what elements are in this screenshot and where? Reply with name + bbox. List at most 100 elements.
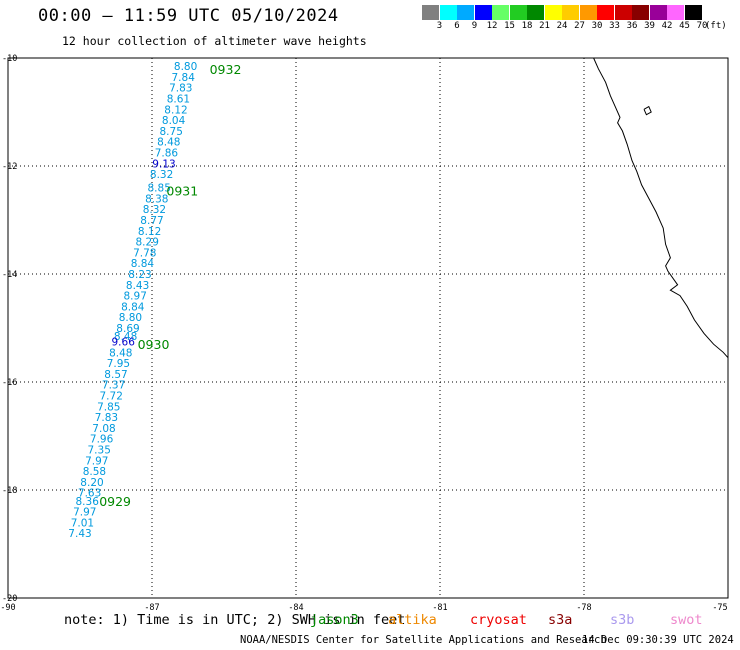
lon-tick-label: -81 [432,603,447,613]
legend-label: 6 [454,21,460,31]
satellite-name: jason3 [310,612,359,628]
wave-height-value: 8.48 [114,331,137,343]
legend-swatch [579,5,597,20]
wave-height-value: 7.84 [172,72,196,84]
satellite-name: s3a [548,612,573,628]
legend-swatch [684,5,702,20]
lon-tick-label: -87 [144,603,159,613]
satellite-name: swot [670,612,703,628]
wave-height-value: 7.78 [133,247,156,259]
wave-height-value: 9.13 [152,158,175,170]
legend-label: 45 [679,21,690,31]
legend-swatch [667,5,684,20]
wave-height-value: 8.57 [104,369,127,381]
legend-label: 33 [609,21,620,31]
wave-height-value: 8.48 [157,137,180,149]
lon-tick-label: -84 [288,603,303,613]
wave-height-value: 7.86 [155,148,179,160]
wave-height-value: 7.63 [78,488,101,500]
lat-tick-label: -20 [2,594,17,604]
map-title: 00:00 – 11:59 UTC 05/10/2024 [38,6,339,26]
wave-height-value: 7.08 [92,423,115,435]
wave-height-value: 8.80 [174,61,197,73]
credit-line: NOAA/NESDIS Center for Satellite Applica… [240,634,607,646]
wave-height-value: 7.83 [95,412,118,424]
wave-height-value: 7.72 [100,391,123,403]
legend-label: 36 [626,21,638,31]
wave-height-value: 8.84 [131,258,155,270]
legend-label: 9 [471,21,478,31]
legend-swatch [474,5,492,20]
lat-tick-label: -18 [2,486,17,496]
wave-height-value: 8.04 [162,115,186,127]
legend-label: 21 [539,21,550,31]
wave-height-value: 8.75 [160,126,183,138]
legend-label: 24 [556,21,568,31]
wave-height-value: 8.29 [136,237,159,249]
wave-height-value: 8.23 [128,269,151,281]
generated-timestamp: 14 Dec 09:30:39 UTC 2024 [582,634,734,646]
wave-height-value: 8.80 [119,312,142,324]
satellite-name: altika [388,612,437,628]
coastline [593,57,729,359]
pass-time-label: 0931 [166,183,198,198]
legend-label: 39 [644,21,655,31]
wave-height-value: 8.77 [140,215,163,227]
legend-label: 3 [436,21,443,31]
lon-tick-label: -78 [576,603,591,613]
satellite-name: cryosat [470,612,527,628]
legend-swatch [457,5,474,20]
wave-height-value: 8.32 [143,204,166,216]
legend-swatch [614,5,632,20]
wave-height-value: 7.97 [85,455,108,467]
legend-swatch [509,5,527,20]
wave-height-value: 8.32 [150,169,173,181]
wave-height-value: 7.97 [73,507,96,519]
legend-label: 30 [591,21,603,31]
wave-height-value: 7.01 [71,517,94,529]
legend-label: 12 [486,21,498,31]
wave-height-value: 8.61 [167,94,190,106]
legend-unit: (ft) [705,21,727,31]
legend-label: 18 [521,21,533,31]
wave-height-value: 7.83 [169,83,192,95]
wave-height-value: 7.37 [102,380,125,392]
wave-height-value: 9.66 [112,337,136,349]
legend-label: 70 [696,21,708,31]
legend-swatch [597,5,614,20]
satellite-name: s3b [610,612,635,628]
wave-height-value: 8.97 [124,291,147,303]
lat-tick-label: -12 [2,162,17,172]
legend-swatch [422,5,439,20]
wave-height-value: 8.12 [164,104,187,116]
wave-height-value: 8.12 [138,226,161,238]
legend-label: 27 [574,21,585,31]
wave-height-value: 8.43 [126,280,149,292]
wave-height-value: 8.85 [148,183,171,195]
legend-swatch [632,5,649,20]
wave-height-value: 8.38 [145,193,168,205]
legend-label: 42 [661,21,673,31]
lat-tick-label: -14 [2,270,17,280]
legend-swatch [649,5,667,20]
wave-height-value: 8.20 [80,477,103,489]
wave-height-value: 7.35 [88,445,111,457]
legend-label: 15 [504,21,515,31]
wave-height-value: 7.43 [68,528,91,540]
lon-tick-label: -75 [712,603,727,613]
wave-height-value: 8.58 [83,466,106,478]
footer-note: note: 1) Time is in UTC; 2) SWH is in fe… [64,612,406,628]
pass-time-label: 0929 [99,494,131,509]
wave-height-value: 8.36 [76,496,100,508]
wave-height-value: 8.48 [109,347,132,359]
map-subtitle: 12 hour collection of altimeter wave hei… [62,34,367,48]
wave-height-value: 7.95 [107,358,130,370]
wave-height-value: 8.69 [116,323,139,335]
pass-time-label: 0932 [210,62,242,77]
legend-swatch [544,5,562,20]
wave-height-value: 7.96 [90,434,114,446]
map-frame [7,57,729,599]
wave-height-value: 7.85 [97,401,120,413]
